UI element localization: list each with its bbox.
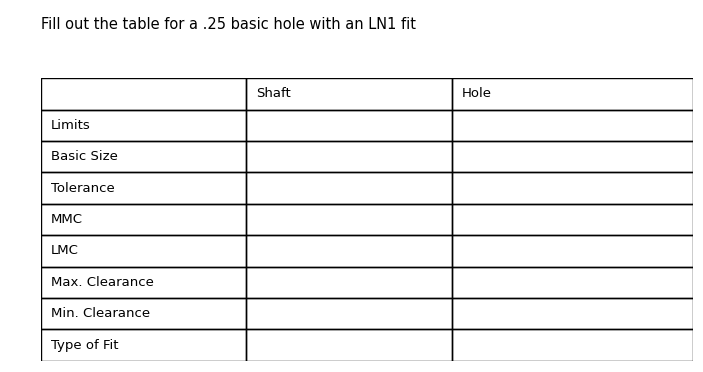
Text: Fill out the table for a .25 basic hole with an LN1 fit: Fill out the table for a .25 basic hole …	[41, 17, 415, 32]
Text: Max. Clearance: Max. Clearance	[51, 276, 153, 289]
Text: Tolerance: Tolerance	[51, 182, 115, 195]
Text: LMC: LMC	[51, 244, 79, 257]
Text: Min. Clearance: Min. Clearance	[51, 307, 150, 320]
Text: Limits: Limits	[51, 119, 90, 132]
Text: Shaft: Shaft	[256, 87, 291, 100]
Text: Type of Fit: Type of Fit	[51, 339, 118, 352]
Text: Basic Size: Basic Size	[51, 150, 117, 163]
Text: Hole: Hole	[462, 87, 491, 100]
Text: MMC: MMC	[51, 213, 82, 226]
